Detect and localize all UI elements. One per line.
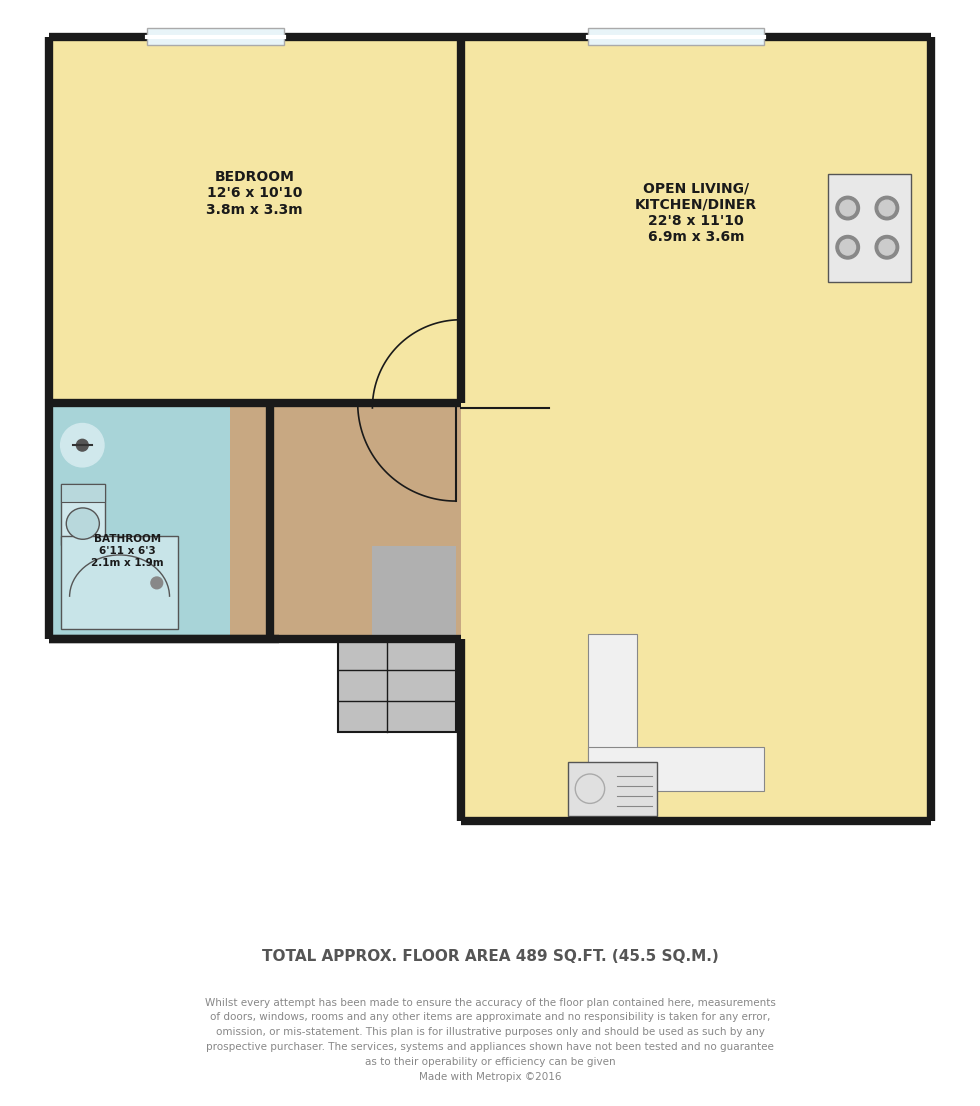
Text: Whilst every attempt has been made to ensure the accuracy of the floor plan cont: Whilst every attempt has been made to en…	[205, 998, 775, 1082]
Text: OPEN LIVING/
KITCHEN/DINER
22'8 x 11'10
6.9m x 3.6m: OPEN LIVING/ KITCHEN/DINER 22'8 x 11'10 …	[635, 181, 757, 244]
Bar	[588, 28, 764, 45]
Text: BATHROOM
6'11 x 6'3
2.1m x 1.9m: BATHROOM 6'11 x 6'3 2.1m x 1.9m	[91, 534, 164, 567]
Circle shape	[879, 200, 895, 216]
Text: BEDROOM
12'6 x 10'10
3.8m x 3.3m: BEDROOM 12'6 x 10'10 3.8m x 3.3m	[207, 170, 303, 217]
Circle shape	[836, 236, 859, 259]
Circle shape	[879, 239, 895, 255]
Circle shape	[76, 439, 88, 451]
Bar	[147, 28, 284, 45]
Circle shape	[836, 196, 859, 220]
Bar	[588, 747, 764, 791]
Bar	[61, 536, 178, 629]
Bar	[49, 36, 461, 403]
Bar	[568, 762, 657, 815]
Circle shape	[61, 424, 104, 467]
Circle shape	[840, 239, 856, 255]
Circle shape	[840, 200, 856, 216]
Circle shape	[875, 196, 899, 220]
Bar	[828, 174, 911, 282]
Bar	[61, 484, 105, 545]
Bar	[230, 403, 461, 639]
Ellipse shape	[67, 508, 99, 540]
Text: TOTAL APPROX. FLOOR AREA 489 SQ.FT. (45.5 SQ.M.): TOTAL APPROX. FLOOR AREA 489 SQ.FT. (45.…	[262, 949, 718, 964]
Bar	[61, 484, 105, 502]
Bar	[338, 639, 456, 732]
Bar	[461, 36, 931, 821]
Bar	[372, 546, 456, 644]
Bar	[49, 403, 270, 639]
Circle shape	[151, 577, 163, 588]
Bar	[588, 635, 637, 791]
Circle shape	[875, 236, 899, 259]
